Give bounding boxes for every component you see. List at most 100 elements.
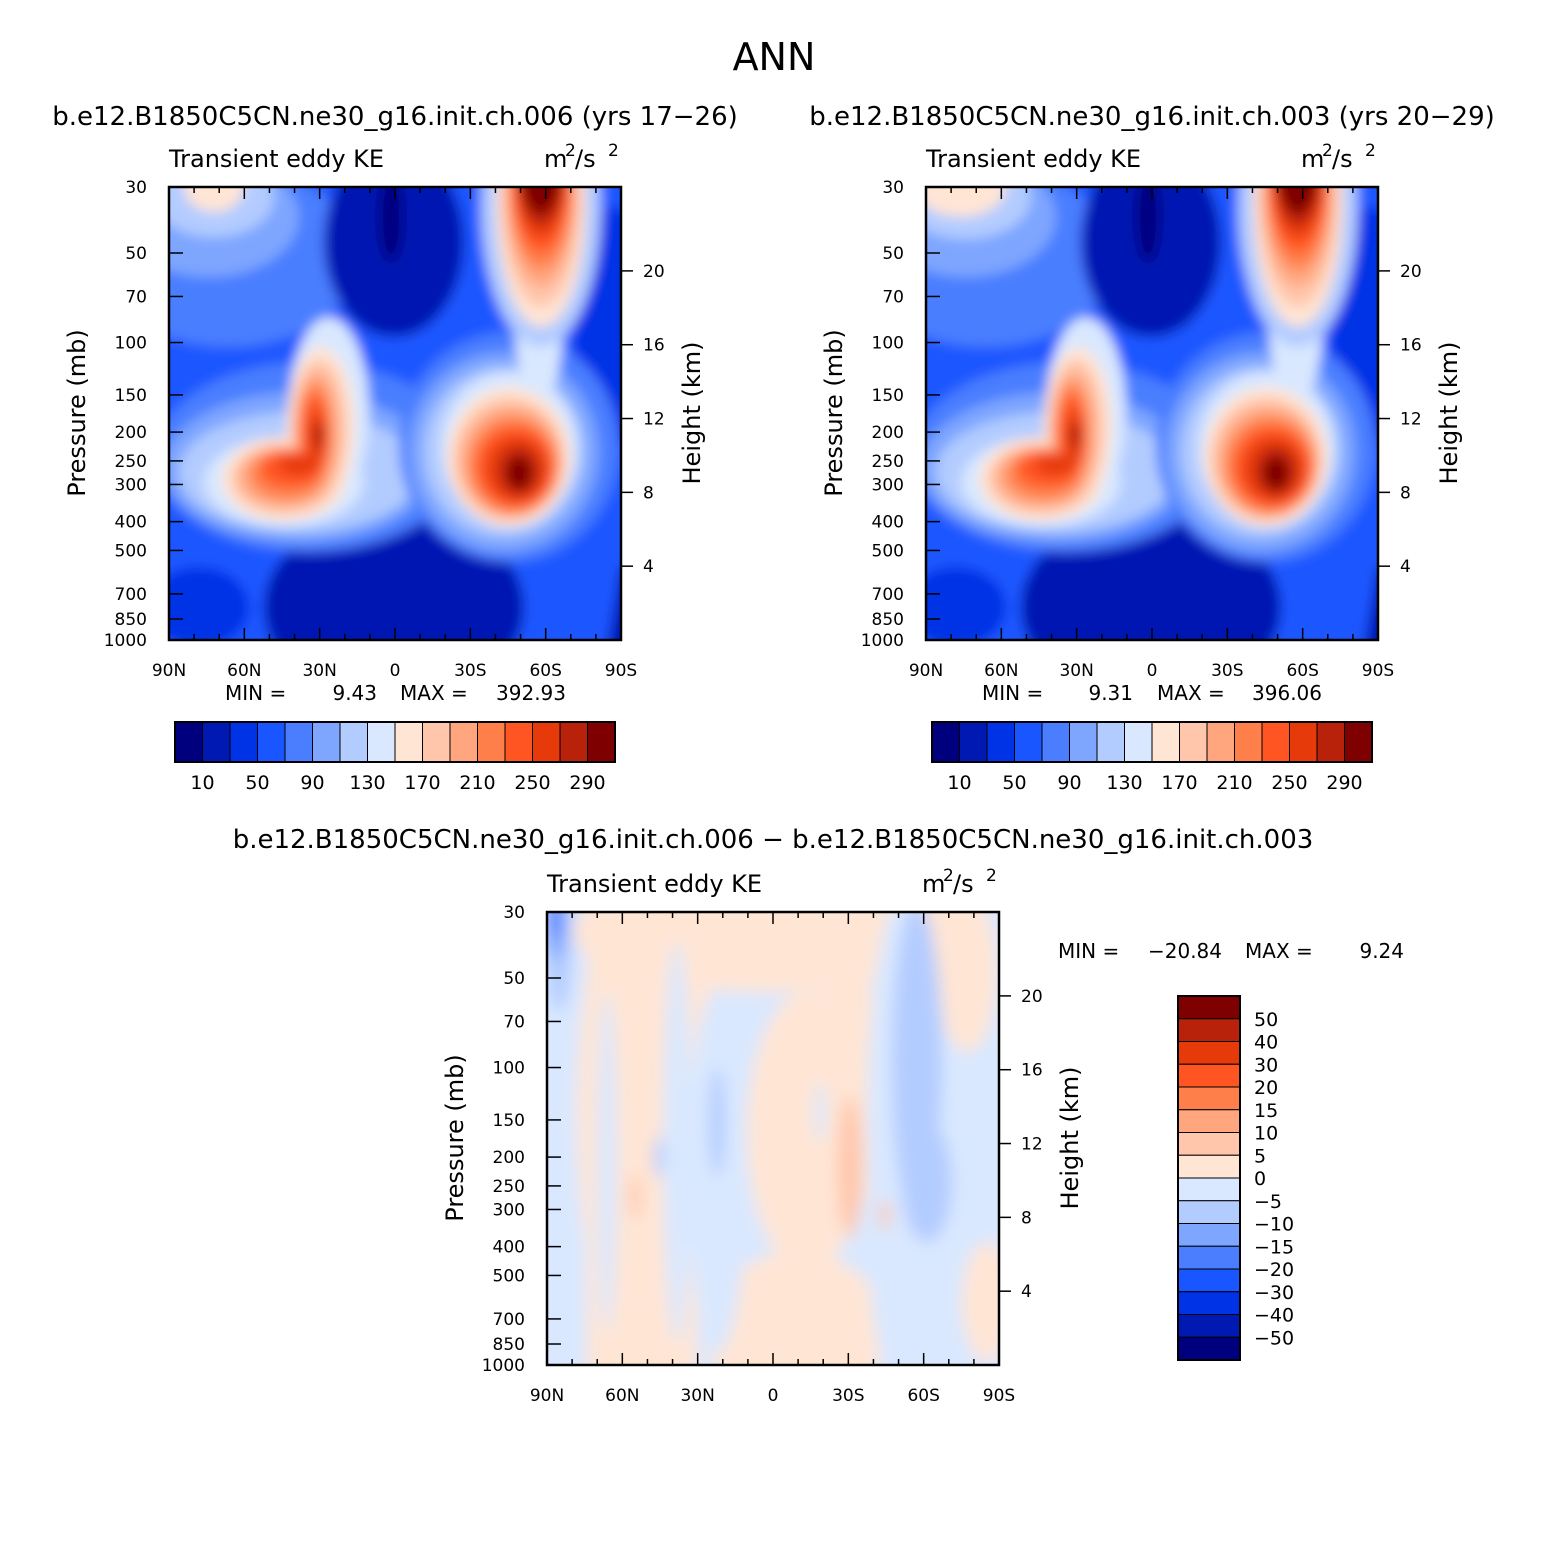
- panel2-pressure-tick-label: 250: [872, 452, 904, 472]
- diff-lat-tick-label: 30N: [680, 1386, 714, 1406]
- diff-variable-label: Transient eddy KE: [546, 870, 762, 898]
- panel1-pressure-tick-label: 50: [125, 244, 147, 264]
- diff-colorbar-swatch: [1177, 1314, 1241, 1338]
- panel1-height-tick-label: 16: [643, 336, 665, 356]
- panel1-variable-label: Transient eddy KE: [168, 145, 384, 173]
- panel1-colorbar-label: 130: [349, 772, 385, 794]
- panel1-height-tick-label: 20: [643, 262, 665, 282]
- panel2-pressure-tick-label: 150: [872, 386, 904, 406]
- diff-lat-tick-label: 60N: [605, 1386, 639, 1406]
- panel1-min-value: 9.43: [332, 681, 377, 705]
- panel1-pressure-tick-label: 100: [115, 334, 147, 354]
- panel2-colorbar-label: 50: [1002, 772, 1026, 794]
- diff-pressure-tick-label: 400: [493, 1238, 525, 1258]
- panel1-pressure-tick-label: 700: [115, 585, 147, 605]
- panel2-variable-label: Transient eddy KE: [925, 145, 1141, 173]
- panel2-axes: 90N 60N 30N 0 30S 60S 90S 30 50 70 100 150 200 250 300…: [861, 178, 1422, 681]
- panel1-colorbar-swatch: [339, 721, 368, 763]
- diff-stats: MIN = −20.84 MAX = 9.24: [1058, 939, 1404, 963]
- panel1-lat-tick-label: 90S: [605, 661, 637, 681]
- panel1-colorbar-swatch: [477, 721, 506, 763]
- panel2-lat-tick-label: 60N: [984, 661, 1018, 681]
- diff-plot: [545, 910, 1001, 1367]
- panel1-title: b.e12.B1850C5CN.ne30_g16.init.ch.006 (yr…: [52, 102, 738, 132]
- panel1-colorbar-swatch: [367, 721, 396, 763]
- panel1-height-tick-label: 8: [643, 483, 654, 503]
- panel2-colorbar-swatch: [931, 721, 960, 763]
- panel1-pressure-tick-label: 400: [115, 513, 147, 533]
- svg-text:m: m: [922, 870, 945, 898]
- panel1-colorbar-label: 50: [245, 772, 269, 794]
- panel1-axes: 90N 60N 30N 0 30S 60S 90S 30 50 70 100 150 200 250 300…: [104, 178, 665, 681]
- panel1-colorbar-label: 10: [190, 772, 214, 794]
- diff-pressure-tick-label: 250: [493, 1177, 525, 1197]
- diff-colorbar-label: −40: [1254, 1305, 1294, 1327]
- diff-lat-tick-label: 0: [768, 1386, 779, 1406]
- diff-colorbar-label: 15: [1254, 1100, 1278, 1122]
- svg-text:2: 2: [608, 141, 619, 161]
- panel2-colorbar-swatch: [1096, 721, 1125, 763]
- diff-colorbar-label: 30: [1254, 1054, 1278, 1076]
- panel2-colorbar-swatch: [1041, 721, 1070, 763]
- diff-min-label: MIN =: [1058, 939, 1119, 963]
- panel1-pressure-tick-label: 500: [115, 541, 147, 561]
- panel1-lat-tick-label: 60N: [227, 661, 261, 681]
- panel2-colorbar-swatch: [959, 721, 988, 763]
- diff-pressure-tick-label: 50: [503, 969, 525, 989]
- panel1-colorbar-label: 90: [300, 772, 324, 794]
- svg-text:2: 2: [565, 141, 576, 161]
- panel2-colorbar: 10 50 90 130 170 210 250 290: [931, 721, 1373, 794]
- svg-text:/s: /s: [953, 870, 974, 898]
- diff-height-tick-label: 16: [1021, 1061, 1043, 1081]
- diff-lat-tick-label: 90N: [530, 1386, 564, 1406]
- panel2-colorbar-label: 290: [1326, 772, 1362, 794]
- diff-colorbar-swatch: [1177, 1086, 1241, 1111]
- diff-units-label: m 2 /s 2: [922, 866, 997, 898]
- diff-lat-tick-label: 30S: [832, 1386, 864, 1406]
- diff-colorbar-label: 5: [1254, 1145, 1266, 1167]
- panel2-colorbar-swatch: [1261, 721, 1290, 763]
- panel2-min-label: MIN =: [982, 681, 1043, 705]
- diff-colorbar-swatch: [1177, 995, 1241, 1020]
- panel2-pressure-tick-label: 100: [872, 334, 904, 354]
- panel1-height-tick-label: 12: [643, 410, 665, 430]
- panel1-colorbar-label: 170: [404, 772, 440, 794]
- panel2-pressure-tick-label: 300: [872, 475, 904, 495]
- panel1-colorbar-swatch: [559, 721, 588, 763]
- diff-height-axis-title: Height (km): [1056, 1067, 1084, 1210]
- svg-text:2: 2: [1322, 141, 1333, 161]
- diff-pressure-tick-label: 200: [493, 1148, 525, 1168]
- diff-axes: 90N 60N 30N 0 30S 60S 90S 30 50 70 100 150 200 250 300…: [482, 903, 1043, 1406]
- diff-pressure-tick-label: 700: [493, 1310, 525, 1330]
- panel1-colorbar-swatch: [257, 721, 286, 763]
- panel2-colorbar-swatch: [1069, 721, 1098, 763]
- panel2-units-label: m 2 /s 2: [1301, 141, 1376, 173]
- diff-pressure-tick-label: 850: [493, 1335, 525, 1355]
- panel2-lat-tick-label: 30N: [1059, 661, 1093, 681]
- panel2-contour-field: [926, 187, 1378, 640]
- panel1-colorbar-swatch: [504, 721, 533, 763]
- panel1-lat-tick-label: 30N: [302, 661, 336, 681]
- panel2-height-tick-label: 20: [1400, 262, 1422, 282]
- panel1-lat-tick-label: 90N: [152, 661, 186, 681]
- panel2-pressure-tick-label: 850: [872, 610, 904, 630]
- diff-height-tick-label: 12: [1021, 1135, 1043, 1155]
- panel2-colorbar-swatch: [1014, 721, 1043, 763]
- diff-colorbar-swatch: [1177, 1109, 1241, 1133]
- diff-colorbar-swatch: [1177, 1336, 1241, 1361]
- diff-pressure-tick-label: 300: [493, 1200, 525, 1220]
- diff-pressure-axis-title: Pressure (mb): [441, 1054, 469, 1221]
- panel2-min-value: 9.31: [1088, 681, 1133, 705]
- panel1-pressure-axis-title: Pressure (mb): [63, 329, 91, 496]
- panel1-lat-tick-label: 0: [390, 661, 401, 681]
- diff-colorbar-label: 20: [1254, 1077, 1278, 1099]
- panel1-pressure-tick-label: 250: [115, 452, 147, 472]
- svg-text:2: 2: [1365, 141, 1376, 161]
- panel2-lat-tick-label: 0: [1147, 661, 1158, 681]
- diff-height-tick-label: 8: [1021, 1208, 1032, 1228]
- panel2-colorbar-swatch: [1179, 721, 1208, 763]
- panel2-pressure-tick-label: 30: [882, 178, 904, 198]
- panel2-lat-tick-label: 90N: [909, 661, 943, 681]
